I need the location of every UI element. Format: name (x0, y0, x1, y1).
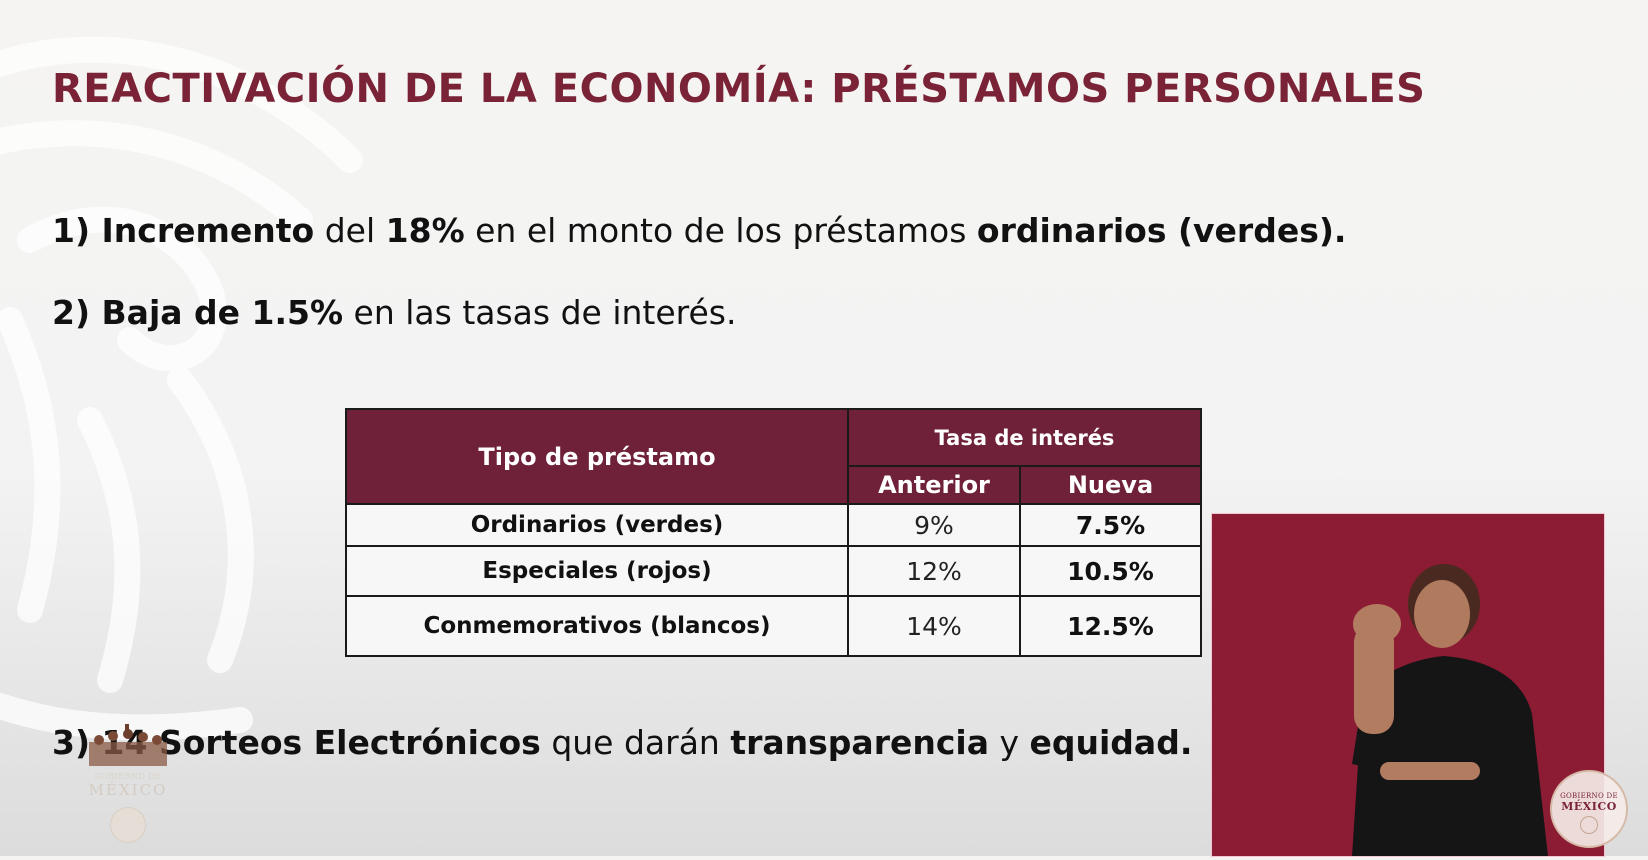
loan-type-cell: Especiales (rojos) (345, 545, 849, 597)
point-2-label: 2) Baja de 1.5% (52, 293, 344, 332)
heroes-silhouette-icon (89, 724, 167, 766)
table-row: Especiales (rojos) 12% 10.5% (345, 545, 1202, 597)
video-logo-line2: MÉXICO (1561, 800, 1617, 813)
point-1-text: del (314, 211, 386, 250)
point-3-electronic-draws: 3) 14 Sorteos Electrónicos que darán tra… (52, 723, 1192, 762)
old-rate-cell: 14% (847, 595, 1021, 657)
col-header-type: Tipo de préstamo (345, 408, 849, 505)
sign-language-interpreter-video (1212, 514, 1604, 856)
col-header-rate-group: Tasa de interés (847, 408, 1202, 467)
video-logo-line1: GOBIERNO DE (1560, 792, 1618, 800)
point-3-and: y (988, 723, 1030, 762)
slide-title: REACTIVACIÓN DE LA ECONOMÍA: PRÉSTAMOS P… (52, 66, 1426, 112)
point-1-loan-type: ordinarios (verdes). (976, 211, 1347, 250)
point-3-transparency: transparencia (730, 723, 989, 762)
slide-logo-line1: GOBIERNO DE (94, 772, 162, 781)
loan-type-cell: Conmemorativos (blancos) (345, 595, 849, 657)
loan-type-cell: Ordinarios (verdes) (345, 503, 849, 547)
national-seal-icon (1580, 816, 1598, 834)
point-2-rate-cut: 2) Baja de 1.5% en las tasas de interés. (52, 293, 736, 332)
new-rate-cell: 10.5% (1019, 545, 1202, 597)
new-rate-cell: 7.5% (1019, 503, 1202, 547)
col-header-new: Nueva (1019, 465, 1202, 505)
interpreter-figure-icon (1352, 564, 1548, 856)
interest-rate-table: Tipo de préstamo Tasa de interés Anterio… (345, 408, 1202, 657)
point-2-text: en las tasas de interés. (343, 293, 737, 332)
gobierno-mexico-slide-logo: GOBIERNO DE MÉXICO (78, 724, 178, 856)
point-3-text: que darán (540, 723, 731, 762)
new-rate-cell: 12.5% (1019, 595, 1202, 657)
point-1-label: 1) Incremento (52, 211, 315, 250)
slide-logo-line2: MÉXICO (88, 781, 168, 799)
national-seal-icon (110, 807, 146, 843)
col-header-old: Anterior (847, 465, 1021, 505)
point-1-percent: 18% (385, 211, 465, 250)
point-1-increment: 1) Incremento del 18% en el monto de los… (52, 211, 1346, 250)
old-rate-cell: 12% (847, 545, 1021, 597)
table-row: Conmemorativos (blancos) 14% 12.5% (345, 595, 1202, 657)
point-3-equity: equidad. (1029, 723, 1193, 762)
old-rate-cell: 9% (847, 503, 1021, 547)
gobierno-mexico-video-logo: GOBIERNO DE MÉXICO (1550, 770, 1628, 848)
point-3-draws: Sorteos Electrónicos (147, 723, 541, 762)
point-1-text-2: en el monto de los préstamos (464, 211, 977, 250)
table-row: Ordinarios (verdes) 9% 7.5% (345, 503, 1202, 547)
